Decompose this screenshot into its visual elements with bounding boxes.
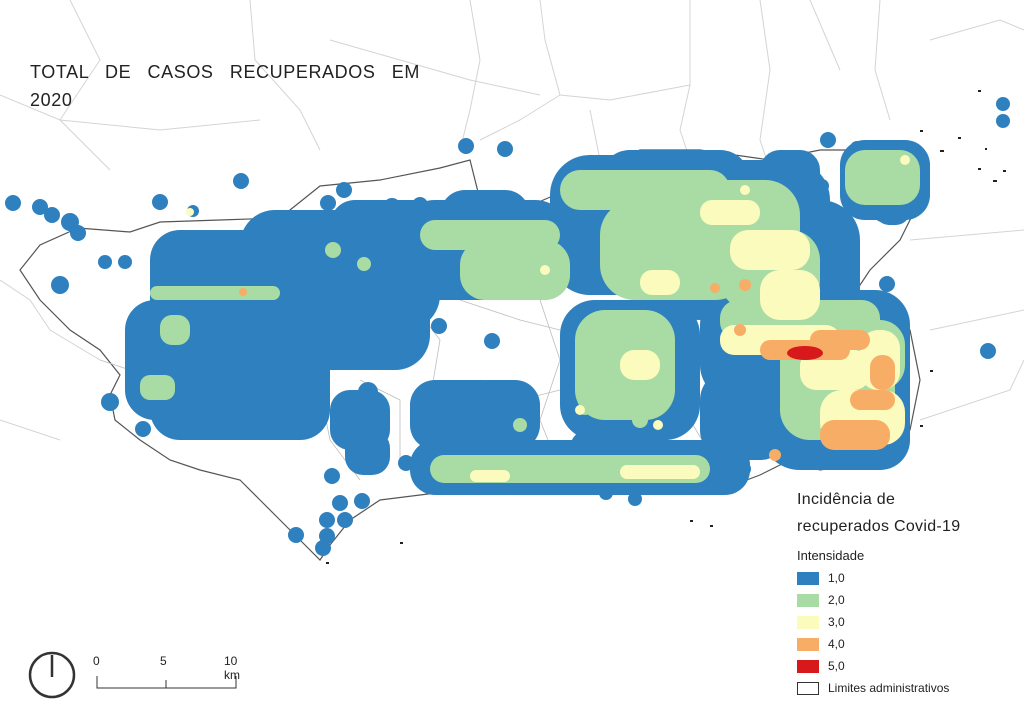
legend-label: 2,0: [828, 593, 845, 607]
legend-item: 5,0: [797, 655, 1007, 677]
legend: Incidência de recuperados Covid-19 Inten…: [797, 486, 1007, 699]
legend-item: 1,0: [797, 567, 1007, 589]
legend-label: 5,0: [828, 659, 845, 673]
legend-label-boundary: Limites administrativos: [828, 681, 950, 695]
legend-label: 4,0: [828, 637, 845, 651]
legend-item-boundary: Limites administrativos: [797, 677, 1007, 699]
map-title: TOTAL DE CASOS RECUPERADOS EM 2020: [30, 62, 420, 110]
legend-title-line1: Incidência de: [797, 491, 896, 508]
heat-level-1-dots: [5, 97, 1010, 556]
legend-item: 3,0: [797, 611, 1007, 633]
heat-level-4: [239, 279, 895, 461]
legend-label: 1,0: [828, 571, 845, 585]
legend-item: 4,0: [797, 633, 1007, 655]
scale-label-0: 0: [93, 654, 100, 668]
legend-item: 2,0: [797, 589, 1007, 611]
scale-label-5: 5: [160, 654, 167, 668]
legend-swatch: [797, 571, 819, 585]
scale-bar-line: [96, 676, 237, 689]
legend-subtitle: Intensidade: [797, 548, 865, 563]
context-boundaries: [0, 0, 1024, 441]
legend-swatch: [797, 659, 819, 673]
legend-swatch-boundary: [797, 681, 819, 695]
legend-swatch: [797, 637, 819, 651]
heat-level-5: [787, 346, 823, 360]
legend-swatch: [797, 593, 819, 607]
legend-title-line2: recuperados Covid-19: [797, 518, 961, 535]
legend-swatch: [797, 615, 819, 629]
islands: [326, 90, 1006, 564]
legend-label: 3,0: [828, 615, 845, 629]
north-arrow-icon: [28, 651, 76, 699]
